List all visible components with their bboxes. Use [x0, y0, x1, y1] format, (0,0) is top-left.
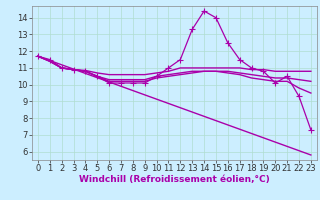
X-axis label: Windchill (Refroidissement éolien,°C): Windchill (Refroidissement éolien,°C)	[79, 175, 270, 184]
